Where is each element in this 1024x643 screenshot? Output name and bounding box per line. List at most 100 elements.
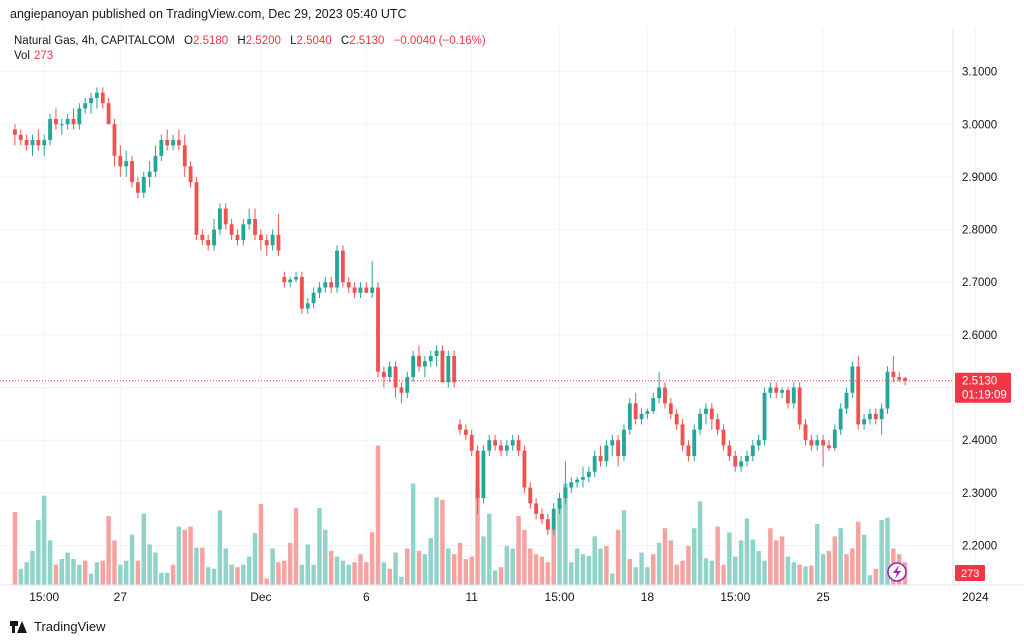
volume-bar [65,552,70,585]
volume-label[interactable]: Vol [14,50,30,62]
volume-bar [235,567,240,585]
volume-bar [176,526,182,585]
candle-body [499,445,503,451]
volume-bar [159,572,164,585]
candle-body [868,413,872,420]
candle-body [692,429,697,456]
price-tick-label: 2.6000 [962,330,997,342]
candle-body [821,440,826,446]
candle-body [159,140,164,156]
volume-bar [645,567,650,585]
volume-bar [668,540,674,585]
candle-body [89,97,93,104]
candle-body [452,355,457,383]
volume-bar [188,526,193,585]
candle-body [668,403,673,414]
candle-body [756,440,761,446]
candle-body [428,355,433,362]
candle-body [106,103,111,125]
candle-body [229,224,234,235]
candle-body [803,424,808,441]
volume-bar [826,550,832,585]
volume-bar [47,540,53,585]
volume-bar [627,559,633,585]
volume-bar [24,562,29,585]
time-axis[interactable]: 15:00 27 Dec 6 11 15:00 18 15:00 25 2024 [29,590,989,604]
candle-body [674,413,679,425]
candle-body [376,287,380,372]
candle-body [212,229,216,246]
candle-body [405,377,410,393]
price-tick-label: 3.0000 [962,119,997,131]
candle-body [651,398,656,412]
volume-bar [59,559,65,585]
candle-body [53,118,58,125]
volume-bar [112,540,117,585]
candle-body [575,479,580,483]
candle-body [258,234,263,241]
candle-body [733,455,738,467]
candle-body [124,161,129,167]
volume-bar [873,568,879,585]
volume-row: Vol 273 [14,49,486,64]
candle-body [487,440,492,451]
candle-body [247,219,252,225]
volume-bar [586,555,592,585]
volume-bar [282,560,287,585]
volume-bar [809,565,814,585]
price-chart[interactable]: 3.1000 3.0000 2.9000 2.8000 2.7000 2.6000 2.50… [0,28,1024,608]
candle-body [364,287,369,293]
volume-bar [832,536,838,585]
volume-bar [651,554,656,585]
volume-bar [762,560,767,585]
lightning-icon[interactable] [887,562,907,582]
volume-bar [768,528,773,585]
candle-body [165,140,170,146]
volume-bar [803,566,808,585]
candle-body [30,140,35,146]
time-tick-label: 2024 [962,590,989,604]
volume-bar [557,503,562,585]
volume-tag-label: 273 [961,568,979,580]
volume-bar [399,576,404,585]
candle-body [563,487,568,499]
candle-body [294,276,298,280]
candle-body [340,250,345,283]
close-value: 2.5130 [349,35,385,47]
price-axis[interactable]: 3.10003.00002.90002.80002.70002.60002.50… [962,67,997,553]
volume-bar [545,562,551,585]
symbol-label[interactable]: Natural Gas, 4h, CAPITALCOM [14,35,175,47]
candle-body [762,392,767,441]
volume-bar [744,518,750,585]
price-tick-label: 2.8000 [962,225,997,237]
candle-body [135,182,140,193]
candle-body [317,287,322,293]
candle-body [463,429,468,435]
candle-body [569,482,574,488]
candle-body [622,429,626,456]
volume-bar [405,548,410,585]
volume-bar [621,510,627,585]
volume-bar [223,548,228,585]
candle-body [727,445,732,456]
candle-body [270,234,275,246]
volume-bar [123,560,129,585]
volume-bar [533,554,539,585]
volume-bar [129,534,135,585]
footer-brand[interactable]: TradingView [34,619,106,634]
volume-bar [522,529,527,585]
volume-bar [451,554,457,585]
volume-bar [516,516,521,585]
candle-body [633,403,638,420]
volume-tag: 273 [955,565,985,581]
candle-body [604,445,609,462]
candle-body [241,224,246,241]
candle-body [657,387,662,399]
time-tick-label: 15:00 [720,590,750,604]
volume-bar [194,547,199,585]
last-price-tag: 2.5130 01:19:09 [955,372,1011,403]
last-price-label: 2.5130 [962,376,997,388]
volume-bar [100,560,105,585]
candle-body [12,129,17,135]
candle-body [885,371,890,409]
